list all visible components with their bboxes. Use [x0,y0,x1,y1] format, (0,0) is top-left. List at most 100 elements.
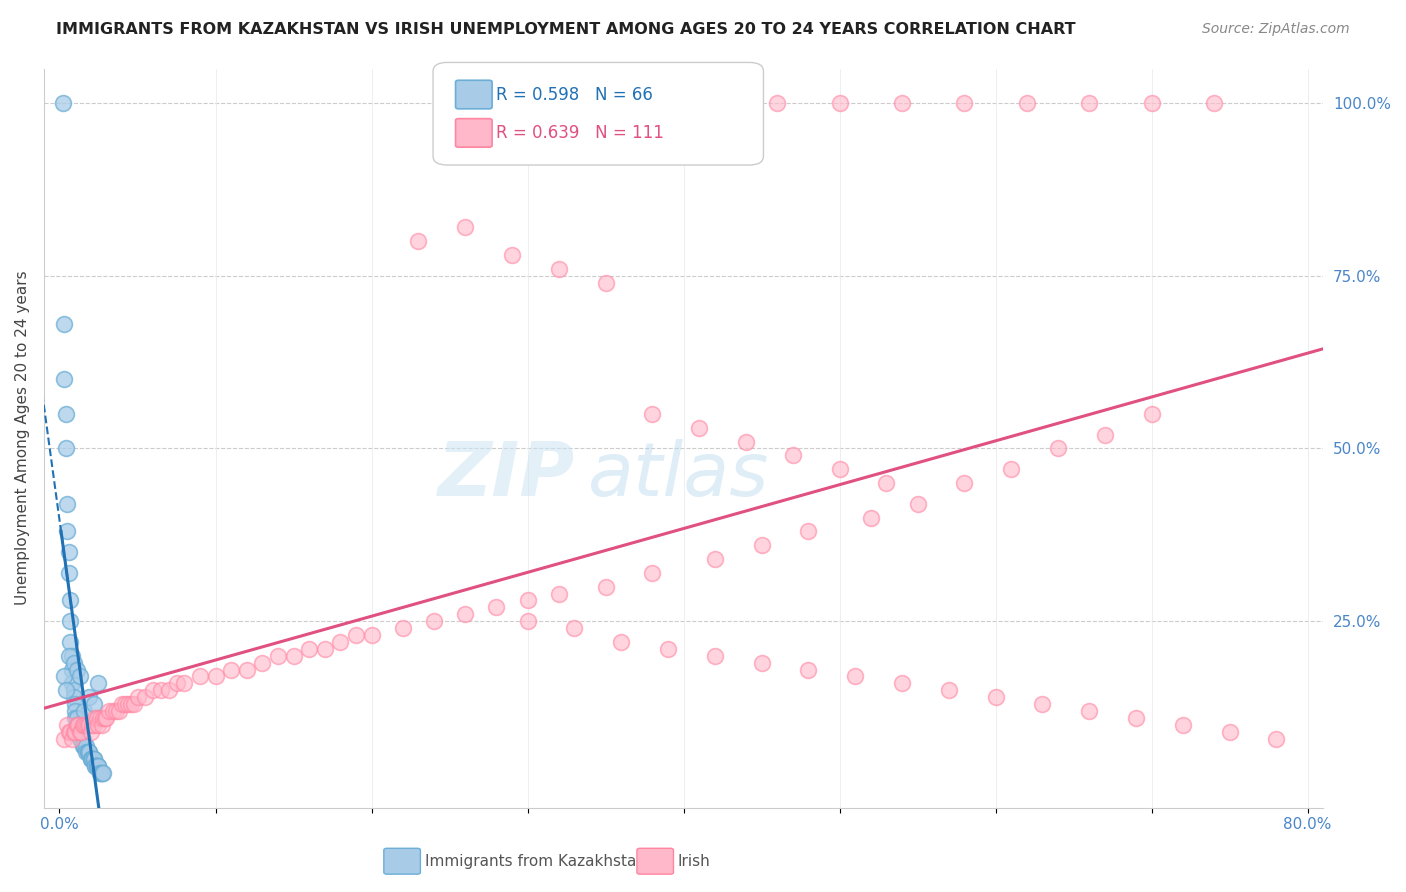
Point [1015,96,1038,111]
Point [58,648,80,663]
Point [96,711,118,725]
Point [547,586,569,600]
Point [252,656,274,670]
Point [75,739,97,753]
Point [84,759,107,773]
Point [53,317,76,331]
Point [87,718,110,732]
Point [657,641,679,656]
Point [595,580,617,594]
Point [907,497,929,511]
Point [454,220,477,235]
Point [83,752,105,766]
Point [859,510,882,524]
Point [59,724,82,739]
Point [641,566,664,580]
Point [423,614,446,628]
Point [454,607,477,622]
Point [83,718,105,732]
Point [107,704,129,718]
Point [82,718,104,732]
Point [63,697,86,711]
Point [87,759,110,773]
Point [595,276,617,290]
Point [59,614,82,628]
Point [1078,704,1101,718]
Point [703,648,725,663]
Point [735,434,758,449]
Point [53,731,76,746]
Point [641,407,664,421]
Point [60,648,83,663]
Text: ZIP: ZIP [437,439,575,511]
Point [91,766,114,780]
Point [62,683,84,698]
Point [66,718,89,732]
Point [86,759,108,773]
Point [76,718,98,732]
Point [67,724,90,739]
Point [73,704,96,718]
Point [59,635,82,649]
Point [89,766,111,780]
Point [69,731,91,746]
Point [173,676,195,690]
Text: R = 0.598   N = 66: R = 0.598 N = 66 [496,86,654,103]
Point [1202,96,1225,111]
Point [149,683,172,698]
Point [89,766,111,780]
Point [58,724,80,739]
Point [66,663,89,677]
Point [485,600,508,615]
Point [219,663,242,677]
Text: Source: ZipAtlas.com: Source: ZipAtlas.com [1202,22,1350,37]
Point [516,614,538,628]
Point [75,718,97,732]
Point [1078,96,1101,111]
Point [72,731,94,746]
Point [114,697,136,711]
Point [891,96,914,111]
Text: Immigrants from Kazakhstan: Immigrants from Kazakhstan [425,855,645,869]
Point [77,746,100,760]
Point [67,718,90,732]
Point [828,96,851,111]
Point [90,718,112,732]
Point [610,635,633,649]
Point [703,552,725,566]
Point [72,739,94,753]
Point [283,648,305,663]
Point [69,724,91,739]
Point [329,635,352,649]
Point [501,248,523,262]
Point [91,711,114,725]
Point [86,759,108,773]
Point [751,656,773,670]
Text: Irish: Irish [678,855,710,869]
Point [688,421,710,435]
Point [86,711,108,725]
Point [53,372,76,386]
Point [1047,442,1070,456]
Point [938,683,960,698]
Point [782,449,804,463]
Point [87,759,110,773]
Y-axis label: Unemployment Among Ages 20 to 24 years: Unemployment Among Ages 20 to 24 years [15,271,30,606]
Point [875,475,897,490]
Point [1219,724,1241,739]
Point [314,641,336,656]
Point [55,407,77,421]
Point [80,752,103,766]
Point [157,683,180,698]
Point [188,669,211,683]
Point [77,718,100,732]
Point [70,724,93,739]
Point [82,752,104,766]
Point [84,711,107,725]
Point [77,746,100,760]
Point [797,524,820,539]
Point [797,663,820,677]
Point [60,731,83,746]
Point [1094,427,1116,442]
Point [93,711,115,725]
